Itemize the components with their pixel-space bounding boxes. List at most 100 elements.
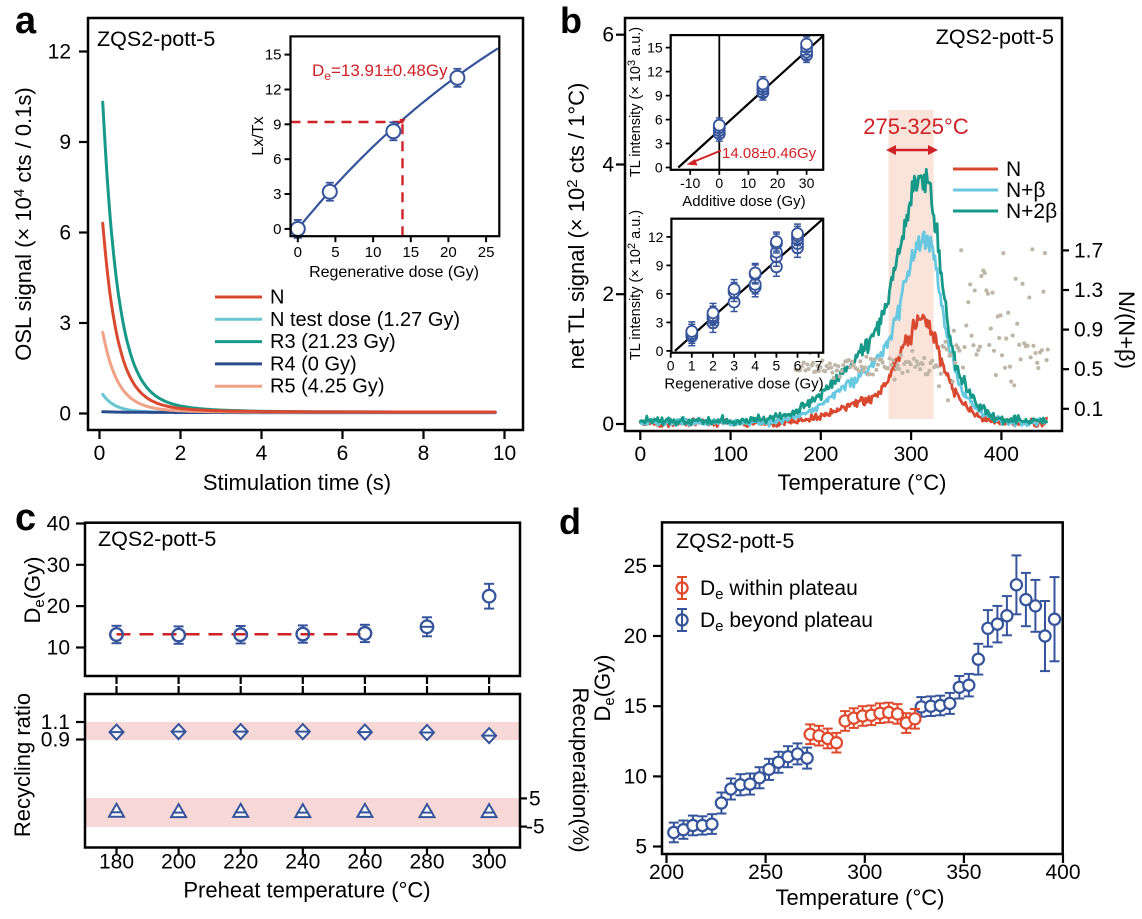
svg-text:2: 2 xyxy=(602,283,614,306)
svg-text:-5: -5 xyxy=(526,816,545,839)
svg-text:Additive dose (Gy): Additive dose (Gy) xyxy=(682,193,805,210)
svg-text:De(Gy): De(Gy) xyxy=(20,557,48,624)
svg-text:2: 2 xyxy=(175,442,187,465)
svg-text:Temperature (°C): Temperature (°C) xyxy=(778,470,947,495)
svg-text:20: 20 xyxy=(440,244,457,261)
svg-text:De=13.91±0.48Gy: De=13.91±0.48Gy xyxy=(312,61,448,83)
svg-text:0: 0 xyxy=(59,403,71,426)
svg-text:1: 1 xyxy=(688,358,696,374)
svg-text:6: 6 xyxy=(794,358,802,374)
svg-text:250: 250 xyxy=(748,861,783,884)
svg-text:240: 240 xyxy=(285,851,320,874)
svg-text:0: 0 xyxy=(715,175,723,191)
svg-text:0: 0 xyxy=(634,443,646,466)
svg-text:N+2β: N+2β xyxy=(1006,200,1057,223)
svg-text:25: 25 xyxy=(478,244,495,261)
svg-text:20: 20 xyxy=(770,175,786,191)
svg-text:5: 5 xyxy=(529,787,541,810)
svg-text:3: 3 xyxy=(655,136,663,152)
svg-text:25: 25 xyxy=(624,555,647,578)
svg-text:3: 3 xyxy=(59,312,71,335)
svg-text:4: 4 xyxy=(751,358,759,374)
svg-text:12: 12 xyxy=(648,229,664,245)
svg-text:5: 5 xyxy=(331,244,339,261)
svg-text:220: 220 xyxy=(223,851,258,874)
svg-text:6: 6 xyxy=(655,112,663,128)
svg-text:300: 300 xyxy=(847,861,882,884)
svg-text:100: 100 xyxy=(713,443,748,466)
svg-text:200: 200 xyxy=(803,443,838,466)
svg-text:0: 0 xyxy=(294,244,302,261)
svg-text:0.1: 0.1 xyxy=(1074,398,1103,421)
svg-text:0: 0 xyxy=(273,221,281,238)
svg-text:net TL signal (× 102 cts / 1°C: net TL signal (× 102 cts / 1°C) xyxy=(564,83,589,370)
svg-text:1.1: 1.1 xyxy=(41,711,70,734)
svg-text:ZQS2-pott-5: ZQS2-pott-5 xyxy=(98,527,216,551)
svg-text:14.08±0.46Gy: 14.08±0.46Gy xyxy=(722,145,817,162)
svg-text:12: 12 xyxy=(48,41,71,64)
svg-text:d: d xyxy=(559,501,581,542)
svg-text:15: 15 xyxy=(265,47,282,64)
svg-text:4: 4 xyxy=(602,154,614,177)
svg-text:R5 (4.25 Gy): R5 (4.25 Gy) xyxy=(270,376,384,398)
svg-text:30: 30 xyxy=(47,554,70,577)
svg-text:6: 6 xyxy=(656,286,664,302)
svg-text:De within plateau: De within plateau xyxy=(700,577,858,603)
svg-text:N/(N+β): N/(N+β) xyxy=(1114,291,1139,369)
svg-text:c: c xyxy=(15,497,36,539)
svg-text:6: 6 xyxy=(273,151,281,168)
svg-text:200: 200 xyxy=(649,861,684,884)
svg-text:N test dose (1.27 Gy): N test dose (1.27 Gy) xyxy=(270,309,460,331)
svg-text:40: 40 xyxy=(47,513,70,536)
svg-text:300: 300 xyxy=(472,851,507,874)
svg-text:1.3: 1.3 xyxy=(1074,279,1103,302)
svg-text:0.9: 0.9 xyxy=(1074,319,1103,342)
svg-text:300: 300 xyxy=(894,443,929,466)
svg-text:280: 280 xyxy=(409,851,444,874)
svg-text:9: 9 xyxy=(273,116,281,133)
svg-text:0: 0 xyxy=(655,160,663,176)
svg-text:20: 20 xyxy=(47,595,70,618)
svg-text:TL intensity (× 102 a.u.): TL intensity (× 102 a.u.) xyxy=(626,210,644,360)
svg-text:10: 10 xyxy=(741,175,757,191)
svg-text:R4 (0 Gy): R4 (0 Gy) xyxy=(270,353,357,375)
svg-text:Preheat temperature (°C): Preheat temperature (°C) xyxy=(183,878,430,903)
svg-text:3: 3 xyxy=(656,314,664,330)
svg-text:N+β: N+β xyxy=(1006,179,1046,202)
svg-text:Regenerative dose (Gy): Regenerative dose (Gy) xyxy=(309,264,479,281)
svg-text:a: a xyxy=(15,0,37,42)
svg-text:5: 5 xyxy=(773,358,781,374)
svg-text:1.7: 1.7 xyxy=(1074,239,1103,262)
svg-text:350: 350 xyxy=(946,861,981,884)
svg-text:6: 6 xyxy=(602,24,614,47)
svg-text:15: 15 xyxy=(624,695,647,718)
svg-text:4: 4 xyxy=(256,442,268,465)
svg-text:N: N xyxy=(270,287,284,309)
svg-text:5: 5 xyxy=(635,836,647,859)
svg-text:30: 30 xyxy=(799,175,815,191)
svg-text:R3 (21.23 Gy): R3 (21.23 Gy) xyxy=(270,331,396,353)
svg-text:Recuperation(%): Recuperation(%) xyxy=(568,687,593,852)
svg-text:Recycling ratio: Recycling ratio xyxy=(10,693,35,837)
svg-text:15: 15 xyxy=(647,40,663,56)
svg-text:6: 6 xyxy=(59,222,71,245)
svg-text:b: b xyxy=(560,0,582,41)
svg-text:10: 10 xyxy=(47,637,70,660)
svg-text:Regenerative dose (Gy): Regenerative dose (Gy) xyxy=(664,376,823,393)
svg-text:-10: -10 xyxy=(680,175,700,191)
svg-text:12: 12 xyxy=(647,64,663,80)
svg-text:De beyond plateau: De beyond plateau xyxy=(700,609,873,635)
svg-text:3: 3 xyxy=(730,358,738,374)
svg-text:Lx/Tx: Lx/Tx xyxy=(250,116,267,155)
svg-text:6: 6 xyxy=(337,442,349,465)
svg-text:400: 400 xyxy=(1045,861,1080,884)
svg-text:ZQS2-pott-5: ZQS2-pott-5 xyxy=(676,529,794,553)
svg-text:9: 9 xyxy=(655,88,663,104)
svg-text:275-325°C: 275-325°C xyxy=(863,114,969,139)
svg-text:0: 0 xyxy=(656,343,664,359)
svg-text:9: 9 xyxy=(656,257,664,273)
svg-text:ZQS2-pott-5: ZQS2-pott-5 xyxy=(936,25,1054,49)
svg-text:Temperature (°C): Temperature (°C) xyxy=(776,885,945,910)
svg-text:10: 10 xyxy=(365,244,382,261)
svg-text:2: 2 xyxy=(709,358,717,374)
